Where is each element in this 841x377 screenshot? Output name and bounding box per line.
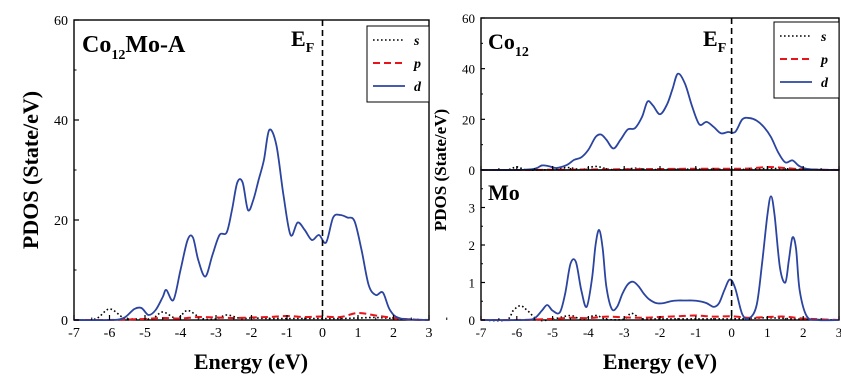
left-x-tick-label: -7 (68, 326, 80, 341)
right-top-panel: 0 20 40 60 Co12 EF spd (462, 11, 840, 178)
right-top-fermi-label: EF (703, 26, 726, 56)
left-x-tick-label: 1 (355, 326, 362, 341)
right-bottom-x-tick-label: -2 (655, 325, 666, 340)
right-top-legend: spd (773, 21, 840, 99)
right-bottom-x-tick-label: -1 (690, 325, 701, 340)
left-panel: -7 -6 -5 -4 -3 -2 -1 0 1 2 3 0 20 40 60 Co12Mo-A EF s… (18, 14, 448, 374)
right-top-legend-label-s: s (820, 30, 827, 45)
left-curves (73, 128, 430, 322)
right-bottom-x-tick-label: -7 (476, 325, 487, 340)
right-bottom-x-tick-label: 2 (800, 325, 807, 340)
left-x-tick-label: -2 (246, 326, 258, 341)
right-x-axis-label: Energy (eV) (603, 349, 717, 374)
left-x-tick-label: -1 (281, 326, 293, 341)
right-top-legend-label-d: d (821, 76, 829, 91)
left-fermi-label: EF (291, 26, 314, 56)
right-bottom-plot-frame (480, 169, 840, 321)
left-y-tick-label: 60 (54, 14, 68, 29)
left-legend: spd (366, 25, 430, 103)
right-y-axis-label: PDOS (State/eV) (431, 109, 450, 231)
right-bottom-series-p-line (480, 314, 840, 322)
right-bottom-y-tick-label: 1 (469, 276, 476, 291)
right-bottom-x-tick-label: -5 (547, 325, 558, 340)
right-top-y-tick-label: 40 (462, 62, 475, 77)
right-bottom-panel-title: Mo (488, 180, 520, 205)
left-x-tick-label: 3 (426, 326, 433, 341)
right-top-series-d-line (480, 72, 840, 171)
left-legend-label-p: p (413, 57, 421, 72)
right-bottom-y-ticks: 0 1 2 3 (469, 188, 485, 328)
right-top-panel-title: Co12 (488, 29, 529, 60)
right-bottom-x-tick-label: -4 (583, 325, 594, 340)
right-bottom-x-tick-label: 0 (728, 325, 735, 340)
left-y-tick-label: 40 (54, 114, 68, 129)
right-top-y-tick-label: 60 (462, 11, 475, 26)
right-bottom-y-tick-label: 3 (469, 201, 476, 216)
left-y-tick-label: 20 (54, 214, 68, 229)
left-legend-label-d: d (414, 80, 422, 95)
left-x-tick-label: -6 (104, 326, 116, 341)
left-y-tick-label: 0 (61, 314, 68, 329)
right-bottom-x-tick-label: -6 (511, 325, 522, 340)
right-bottom-x-tick-label: 1 (764, 325, 771, 340)
left-panel-title: Co12Mo-A (82, 32, 186, 63)
right-bottom-x-tick-label: 3 (836, 325, 841, 340)
left-x-tick-label: 2 (390, 326, 397, 341)
right-top-y-tick-label: 20 (462, 112, 475, 127)
left-series-d-line (73, 128, 430, 322)
right-top-y-tick-label: 0 (469, 163, 476, 178)
left-x-axis-label: Energy (eV) (194, 349, 308, 374)
left-y-ticks: 0 20 40 60 (54, 14, 79, 329)
left-legend-label-s: s (413, 34, 420, 49)
left-x-tick-label: -5 (139, 326, 151, 341)
right-bottom-x-ticks: -7 -6 -5 -4 -3 -2 -1 0 1 2 3 (476, 316, 841, 340)
left-x-tick-label: 0 (319, 326, 326, 341)
right-bottom-curves (480, 195, 840, 322)
right-top-legend-label-p: p (820, 53, 828, 68)
left-series-s-line (73, 308, 430, 321)
right-bottom-series-d-line (480, 195, 840, 322)
right-bottom-y-tick-label: 0 (469, 313, 476, 328)
right-bottom-x-tick-label: -3 (619, 325, 630, 340)
right-bottom-y-tick-label: 2 (469, 238, 476, 253)
left-y-axis-label: PDOS (State/eV) (18, 91, 43, 249)
left-x-ticks: -7 -6 -5 -4 -3 -2 -1 0 1 2 3 (68, 315, 448, 341)
left-x-tick-label: -4 (175, 326, 187, 341)
left-x-tick-label: -3 (210, 326, 222, 341)
right-bottom-panel: -7 -6 -5 -4 -3 -2 -1 0 1 2 3 0 1 2 3 Mo Energy (eV) (469, 169, 841, 374)
